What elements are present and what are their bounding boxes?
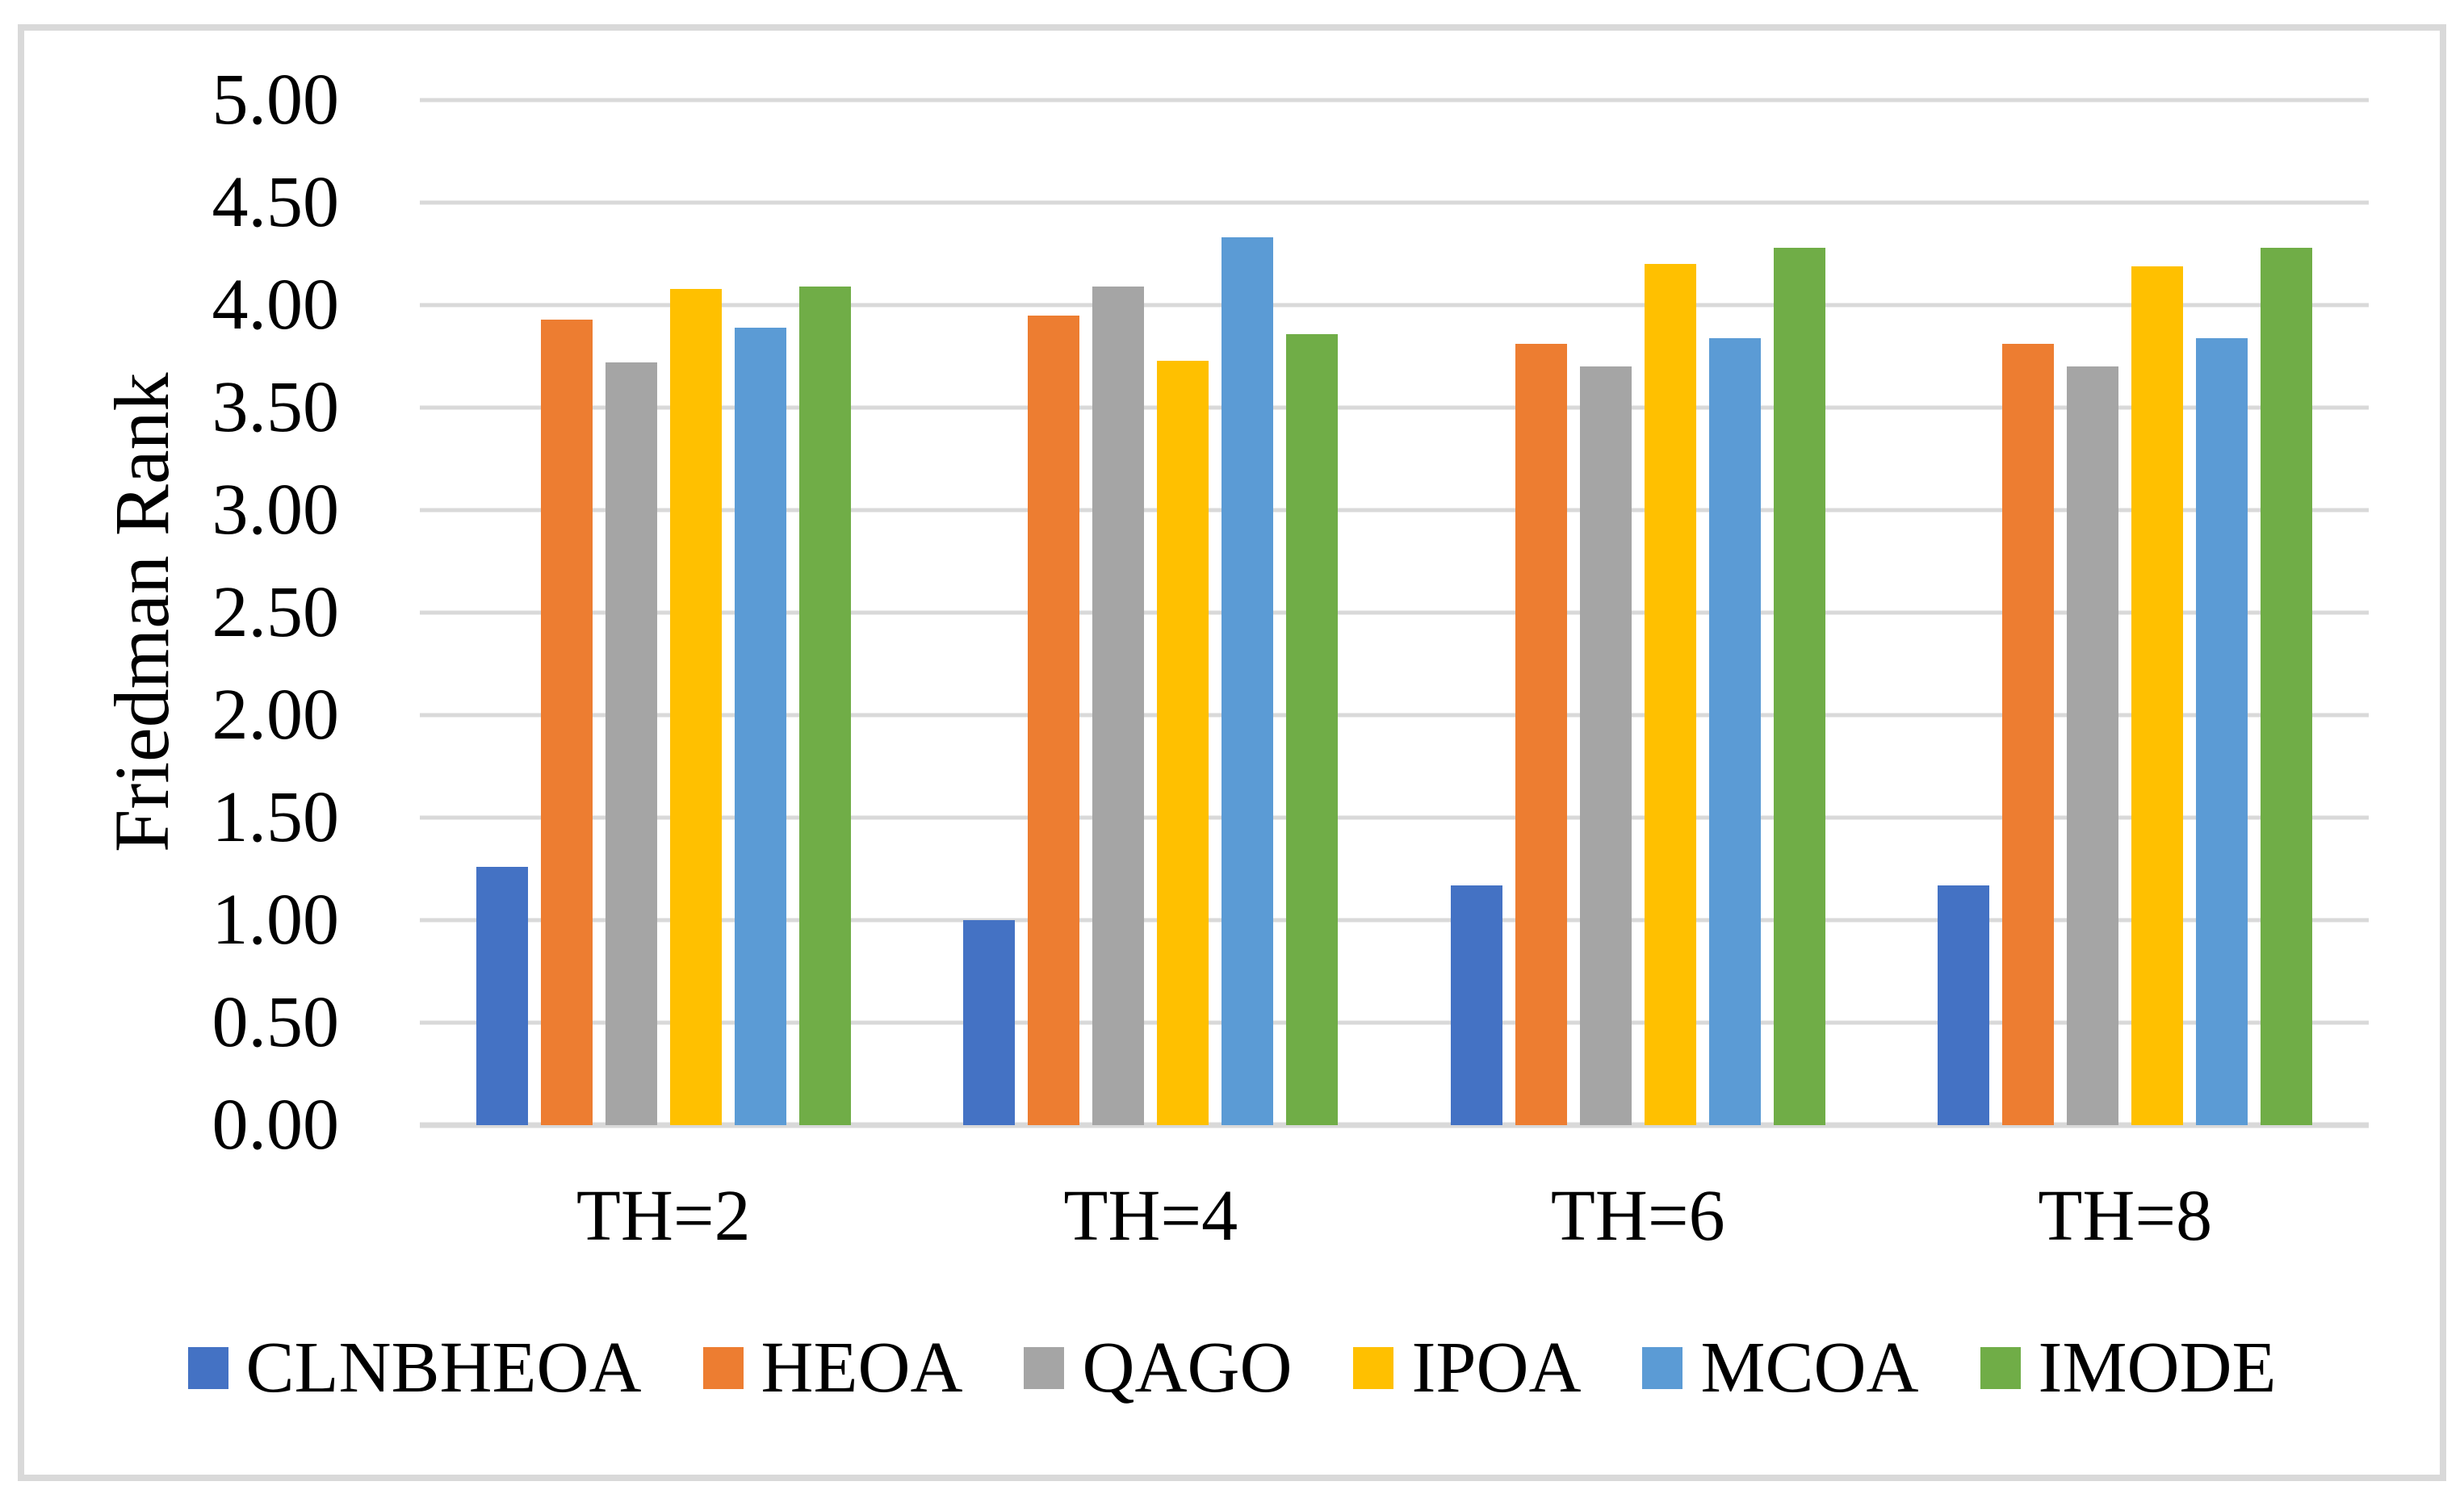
bar-clnbheoa-th-6 (1450, 885, 1502, 1125)
bar-mcoa-th-8 (2196, 338, 2248, 1125)
bar-group-th-6 (1394, 100, 1882, 1125)
y-tick-label: 1.00 (212, 880, 340, 960)
legend-item-ipoa: IPOA (1353, 1332, 1581, 1404)
legend-label: HEOA (761, 1328, 963, 1408)
x-axis-label: TH=6 (1550, 1176, 1725, 1256)
bar-heoa-th-4 (1028, 316, 1080, 1125)
gridline (420, 610, 2369, 615)
y-tick-label: 0.00 (212, 1085, 340, 1165)
gridline (420, 303, 2369, 308)
x-axis-label: TH=8 (2038, 1176, 2213, 1256)
legend-item-mcoa: MCOA (1642, 1328, 1919, 1408)
legend-swatch-heoa (702, 1347, 744, 1389)
bar-clnbheoa-th-4 (963, 920, 1016, 1125)
y-tick-label: 3.50 (212, 367, 340, 447)
y-tick-label: 4.50 (212, 162, 340, 242)
legend-label: IMODE (2038, 1328, 2277, 1408)
legend-item-imode: IMODE (1980, 1328, 2277, 1408)
legend-item-qago: QAGO (1024, 1332, 1292, 1404)
gridline (420, 508, 2369, 513)
y-tick-label: 3.00 (212, 470, 340, 550)
bar-group-th-2 (420, 100, 907, 1125)
x-axis-baseline (420, 1122, 2369, 1128)
legend-item-heoa: HEOA (702, 1328, 963, 1408)
bar-heoa-th-6 (1515, 344, 1567, 1125)
legend-label: MCOA (1700, 1328, 1919, 1408)
x-axis-label: TH=4 (1063, 1176, 1238, 1256)
x-axis-labels: TH=2 TH=4 TH=6 TH=8 (420, 1180, 2369, 1253)
gridline (420, 1020, 2369, 1025)
gridline (420, 815, 2369, 820)
legend-label: QAGO (1082, 1328, 1293, 1408)
y-tick-label: 1.50 (212, 777, 340, 857)
gridline (420, 98, 2369, 103)
legend-swatch-qago (1024, 1347, 1065, 1389)
bar-mcoa-th-4 (1222, 237, 1274, 1125)
bar-ipoa-th-4 (1157, 361, 1209, 1125)
bar-qago-th-6 (1579, 366, 1632, 1125)
y-tick-label: 4.00 (212, 265, 340, 345)
gridline (420, 713, 2369, 718)
legend-swatch-mcoa (1642, 1347, 1683, 1389)
bar-ipoa-th-2 (669, 289, 722, 1125)
bar-group-th-4 (907, 100, 1395, 1125)
y-tick-label: 0.50 (212, 982, 340, 1062)
gridline (420, 918, 2369, 923)
bar-ipoa-th-8 (2131, 266, 2184, 1125)
bar-groups-layer (420, 100, 2369, 1125)
bar-heoa-th-8 (2002, 344, 2055, 1125)
bar-clnbheoa-th-2 (476, 867, 528, 1125)
bar-qago-th-8 (2067, 366, 2119, 1125)
gridline (420, 405, 2369, 410)
bar-qago-th-4 (1092, 287, 1145, 1125)
bar-group-th-8 (1882, 100, 2370, 1125)
legend-label: CLNBHEOA (245, 1328, 642, 1408)
bar-imode-th-8 (2261, 248, 2313, 1125)
bar-qago-th-2 (605, 362, 657, 1125)
bar-clnbheoa-th-8 (1938, 885, 1990, 1125)
plot-area (420, 98, 2369, 1128)
bar-mcoa-th-6 (1708, 338, 1761, 1125)
bar-heoa-th-2 (540, 320, 593, 1125)
y-tick-label: 2.50 (212, 572, 340, 652)
legend-swatch-clnbheoa (187, 1347, 228, 1389)
bar-imode-th-6 (1773, 248, 1825, 1125)
y-tick-label: 2.00 (212, 675, 340, 755)
y-tick-label: 5.00 (212, 60, 340, 140)
legend-item-clnbheoa: CLNBHEOA (187, 1328, 642, 1408)
x-axis-label: TH=2 (576, 1176, 751, 1256)
legend-label: IPOA (1411, 1328, 1582, 1408)
bar-ipoa-th-6 (1644, 264, 1696, 1125)
bar-imode-th-4 (1286, 334, 1339, 1125)
gridline (420, 200, 2369, 205)
y-axis-tick-labels: 0.00 0.50 1.00 1.50 2.00 2.50 3.00 3.50 4.00 4.50… (0, 64, 340, 1161)
bar-imode-th-2 (798, 287, 851, 1125)
bar-mcoa-th-2 (734, 328, 786, 1125)
legend: CLNBHEOA HEOA QAGO IPOA MCOA IMODE (0, 1332, 2464, 1404)
legend-swatch-ipoa (1353, 1347, 1394, 1389)
legend-swatch-imode (1980, 1347, 2021, 1389)
